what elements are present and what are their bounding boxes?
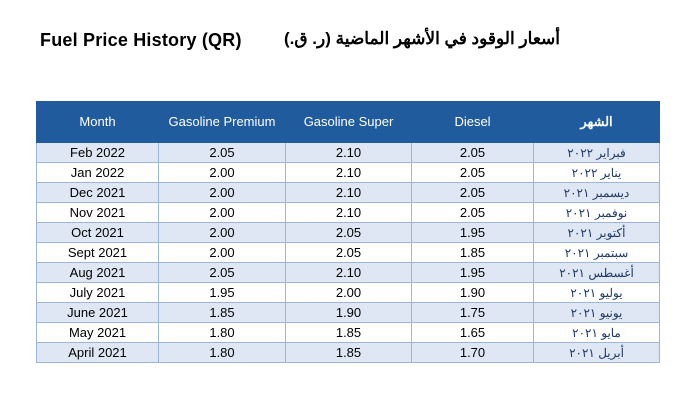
gasoline-super-cell: 1.90 xyxy=(285,302,412,323)
month-en-cell: April 2021 xyxy=(36,342,159,363)
gasoline-super-cell: 2.10 xyxy=(285,162,412,183)
diesel-cell: 2.05 xyxy=(411,142,534,163)
month-ar-cell: يناير ٢٠٢٢ xyxy=(533,162,660,183)
month-en-cell: July 2021 xyxy=(36,282,159,303)
gasoline-super-cell: 2.10 xyxy=(285,262,412,283)
gasoline-premium-cell: 2.00 xyxy=(158,182,286,203)
table-row: May 2021 1.80 1.85 1.65 مايو ٢٠٢١ xyxy=(36,322,660,343)
month-en-cell: Feb 2022 xyxy=(36,142,159,163)
month-ar-cell: أكتوبر ٢٠٢١ xyxy=(533,222,660,243)
month-ar-cell: يوليو ٢٠٢١ xyxy=(533,282,660,303)
diesel-cell: 1.65 xyxy=(411,322,534,343)
gasoline-premium-cell: 2.05 xyxy=(158,262,286,283)
table-row: Oct 2021 2.00 2.05 1.95 أكتوبر ٢٠٢١ xyxy=(36,222,660,243)
table-header-row: Month Gasoline Premium Gasoline Super Di… xyxy=(36,101,660,143)
month-en-cell: Jan 2022 xyxy=(36,162,159,183)
header-gasoline-premium: Gasoline Premium xyxy=(158,101,286,143)
table-row: Aug 2021 2.05 2.10 1.95 أغسطس ٢٠٢١ xyxy=(36,262,660,283)
gasoline-super-cell: 1.85 xyxy=(285,322,412,343)
diesel-cell: 1.95 xyxy=(411,222,534,243)
month-ar-cell: يونيو ٢٠٢١ xyxy=(533,302,660,323)
table-row: Nov 2021 2.00 2.10 2.05 نوفمبر ٢٠٢١ xyxy=(36,202,660,223)
header-month-arabic: الشهر xyxy=(533,101,660,143)
month-en-cell: June 2021 xyxy=(36,302,159,323)
gasoline-premium-cell: 1.95 xyxy=(158,282,286,303)
header-diesel: Diesel xyxy=(411,101,534,143)
gasoline-premium-cell: 1.80 xyxy=(158,342,286,363)
gasoline-super-cell: 2.05 xyxy=(285,222,412,243)
diesel-cell: 2.05 xyxy=(411,202,534,223)
page-title-english: Fuel Price History (QR) xyxy=(40,30,242,50)
gasoline-premium-cell: 2.05 xyxy=(158,142,286,163)
table-row: Feb 2022 2.05 2.10 2.05 فبراير ٢٠٢٢ xyxy=(36,142,660,163)
month-en-cell: Oct 2021 xyxy=(36,222,159,243)
gasoline-premium-cell: 2.00 xyxy=(158,162,286,183)
month-en-cell: May 2021 xyxy=(36,322,159,343)
header-gasoline-super: Gasoline Super xyxy=(285,101,412,143)
gasoline-super-cell: 1.85 xyxy=(285,342,412,363)
table-row: July 2021 1.95 2.00 1.90 يوليو ٢٠٢١ xyxy=(36,282,660,303)
fuel-price-table: Month Gasoline Premium Gasoline Super Di… xyxy=(36,101,660,363)
header-month: Month xyxy=(36,101,159,143)
month-ar-cell: ديسمبر ٢٠٢١ xyxy=(533,182,660,203)
diesel-cell: 1.95 xyxy=(411,262,534,283)
month-en-cell: Sept 2021 xyxy=(36,242,159,263)
month-en-cell: Nov 2021 xyxy=(36,202,159,223)
month-ar-cell: مايو ٢٠٢١ xyxy=(533,322,660,343)
diesel-cell: 1.70 xyxy=(411,342,534,363)
month-ar-cell: نوفمبر ٢٠٢١ xyxy=(533,202,660,223)
fuel-table-body: Feb 2022 2.05 2.10 2.05 فبراير ٢٠٢٢ Jan 2022 2… xyxy=(36,142,660,363)
gasoline-super-cell: 2.00 xyxy=(285,282,412,303)
diesel-cell: 2.05 xyxy=(411,182,534,203)
month-en-cell: Aug 2021 xyxy=(36,262,159,283)
diesel-cell: 1.85 xyxy=(411,242,534,263)
month-ar-cell: فبراير ٢٠٢٢ xyxy=(533,142,660,163)
gasoline-premium-cell: 2.00 xyxy=(158,242,286,263)
table-row: June 2021 1.85 1.90 1.75 يونيو ٢٠٢١ xyxy=(36,302,660,323)
page-title-arabic: أسعار الوقود في الأشهر الماضية (ر. ق.) xyxy=(284,29,560,48)
diesel-cell: 2.05 xyxy=(411,162,534,183)
table-row: Dec 2021 2.00 2.10 2.05 ديسمبر ٢٠٢١ xyxy=(36,182,660,203)
month-en-cell: Dec 2021 xyxy=(36,182,159,203)
gasoline-premium-cell: 2.00 xyxy=(158,222,286,243)
diesel-cell: 1.75 xyxy=(411,302,534,323)
table-row: April 2021 1.80 1.85 1.70 أبريل ٢٠٢١ xyxy=(36,342,660,363)
table-row: Sept 2021 2.00 2.05 1.85 سبتمبر ٢٠٢١ xyxy=(36,242,660,263)
month-ar-cell: أبريل ٢٠٢١ xyxy=(533,342,660,363)
month-ar-cell: سبتمبر ٢٠٢١ xyxy=(533,242,660,263)
gasoline-super-cell: 2.05 xyxy=(285,242,412,263)
table-row: Jan 2022 2.00 2.10 2.05 يناير ٢٠٢٢ xyxy=(36,162,660,183)
gasoline-premium-cell: 1.80 xyxy=(158,322,286,343)
gasoline-premium-cell: 2.00 xyxy=(158,202,286,223)
month-ar-cell: أغسطس ٢٠٢١ xyxy=(533,262,660,283)
gasoline-super-cell: 2.10 xyxy=(285,182,412,203)
gasoline-premium-cell: 1.85 xyxy=(158,302,286,323)
diesel-cell: 1.90 xyxy=(411,282,534,303)
gasoline-super-cell: 2.10 xyxy=(285,202,412,223)
gasoline-super-cell: 2.10 xyxy=(285,142,412,163)
